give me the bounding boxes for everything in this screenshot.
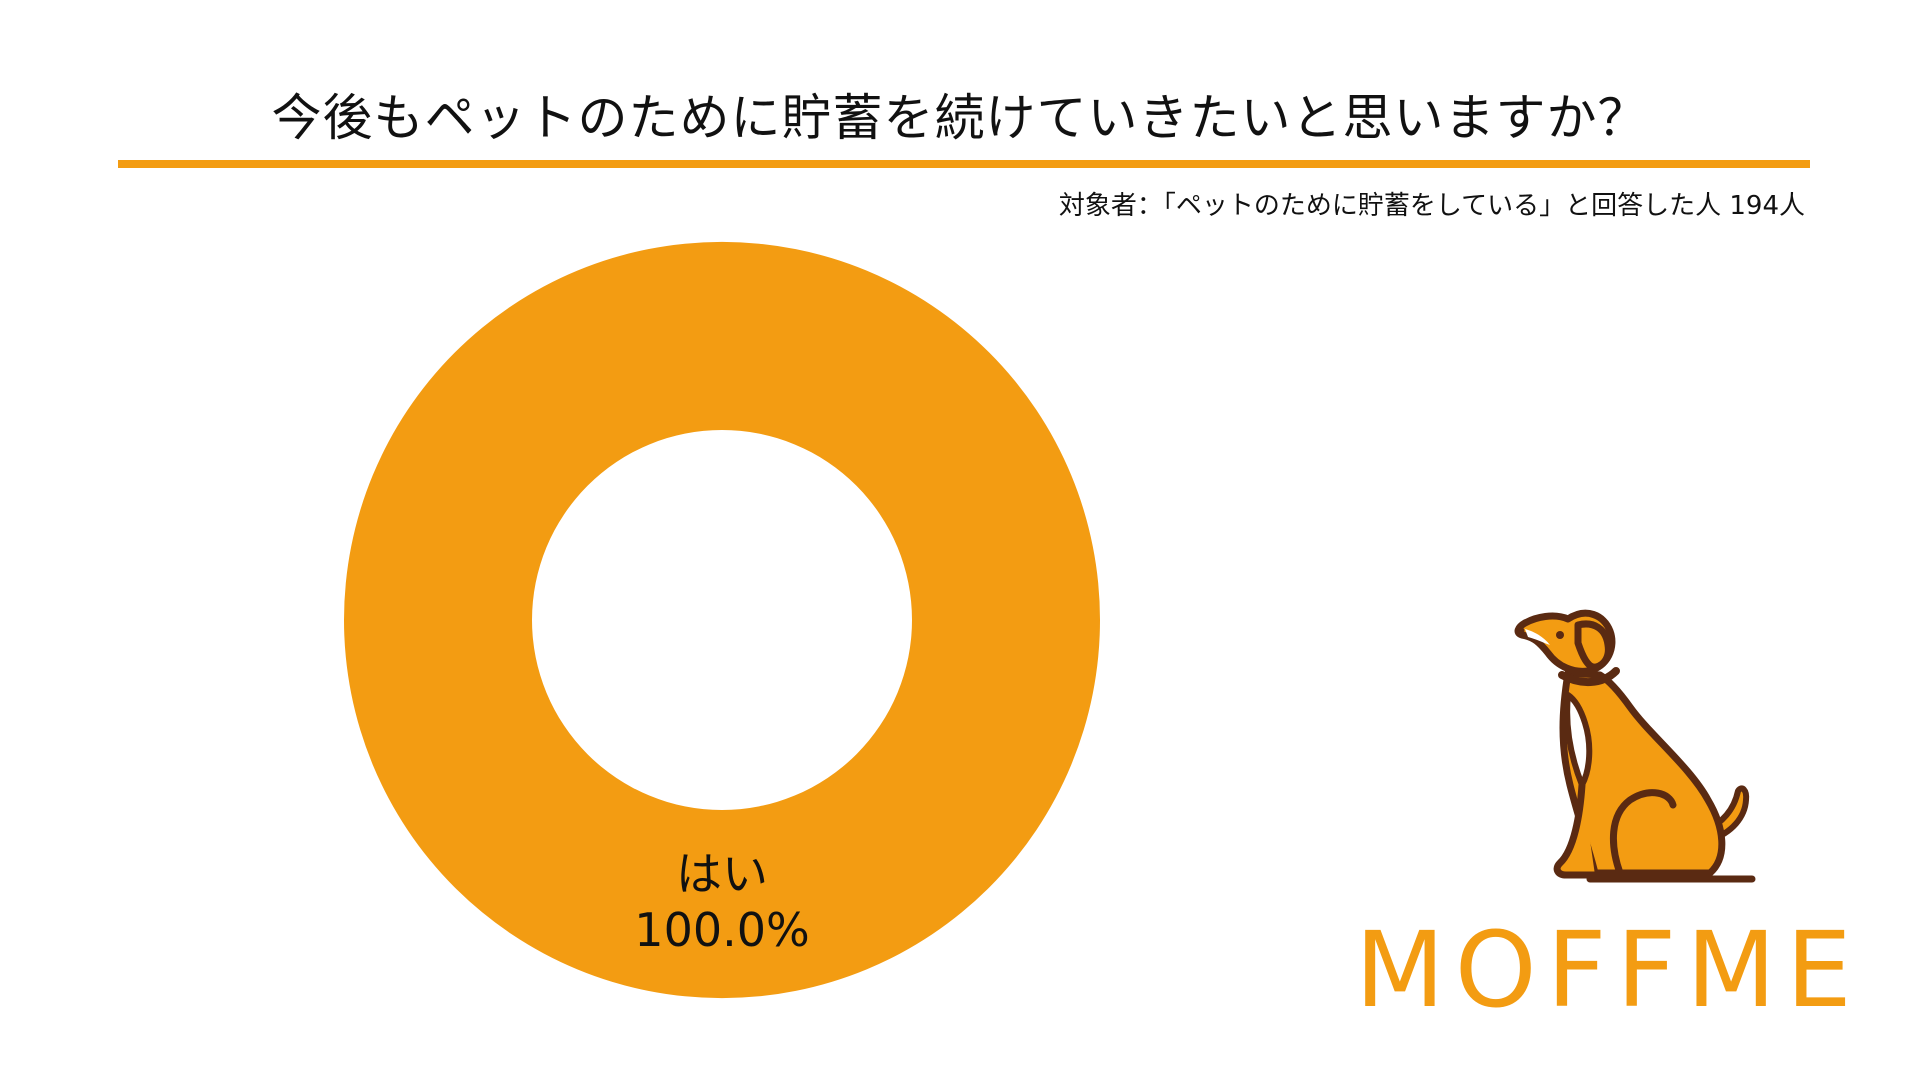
chart-subtitle: 対象者：「ペットのために貯蓄をしている」と回答した人 194人: [1058, 191, 1805, 221]
donut-slice-1: [343, 241, 1100, 999]
donut-slices: [343, 241, 1100, 999]
title-divider: [118, 160, 1810, 168]
slice-label: はい: [676, 847, 768, 901]
sitting-dog-icon: [1514, 609, 1756, 883]
slice-value-label: 100.0%: [634, 903, 809, 957]
page-title: 今後もペットのために貯蓄を続けていきたいと思いますか？: [271, 89, 1649, 147]
moffme-logo: MOFFME: [1355, 909, 1862, 1031]
